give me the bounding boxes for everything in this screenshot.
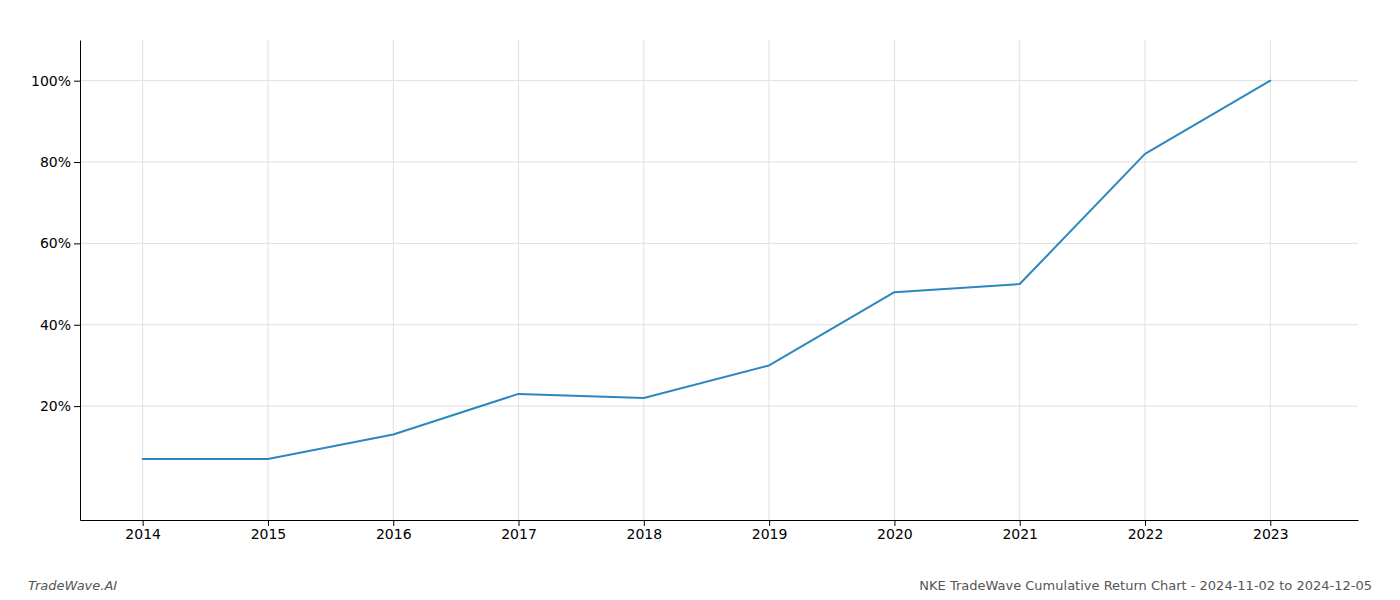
x-tick-label: 2023 <box>1253 526 1289 542</box>
x-grid-line <box>393 40 394 520</box>
y-tick-label: 80% <box>40 154 71 170</box>
y-tick-mark <box>74 325 80 326</box>
x-tick-label: 2016 <box>376 526 412 542</box>
x-grid-line <box>1145 40 1146 520</box>
x-grid-line <box>643 40 644 520</box>
watermark: TradeWave.AI <box>28 578 117 593</box>
x-tick: 2016 <box>376 520 412 542</box>
y-tick: 40% <box>40 317 80 333</box>
x-tick: 2014 <box>125 520 161 542</box>
x-tick-label: 2018 <box>627 526 663 542</box>
x-tick-label: 2022 <box>1128 526 1164 542</box>
x-grid-line <box>894 40 895 520</box>
plot-area <box>143 81 1271 459</box>
y-tick: 60% <box>40 235 80 251</box>
y-tick-mark <box>74 81 80 82</box>
x-tick-label: 2019 <box>752 526 788 542</box>
x-grid-line <box>267 40 268 520</box>
x-tick: 2018 <box>627 520 663 542</box>
x-grid-line <box>142 40 143 520</box>
x-tick-label: 2014 <box>125 526 161 542</box>
x-tick: 2017 <box>501 520 537 542</box>
x-tick-label: 2017 <box>501 526 537 542</box>
grid <box>80 40 1358 520</box>
y-grid-line <box>80 324 1358 325</box>
x-grid-line <box>1019 40 1020 520</box>
x-tick: 2022 <box>1128 520 1164 542</box>
x-grid-line <box>518 40 519 520</box>
y-axis-line <box>80 41 81 521</box>
x-tick: 2021 <box>1002 520 1038 542</box>
y-tick-label: 20% <box>40 398 71 414</box>
y-grid-line <box>80 162 1358 163</box>
x-tick: 2019 <box>752 520 788 542</box>
chart-title: NKE TradeWave Cumulative Return Chart - … <box>919 578 1372 593</box>
y-tick-label: 60% <box>40 235 71 251</box>
x-tick: 2020 <box>877 520 913 542</box>
y-tick: 100% <box>31 73 80 89</box>
y-tick: 80% <box>40 154 80 170</box>
x-tick-label: 2015 <box>251 526 287 542</box>
y-tick-mark <box>74 162 80 163</box>
x-axis: 2014 2015 2016 2017 2018 2019 2020 2021 2022 2023 <box>81 520 1359 542</box>
y-tick-label: 100% <box>31 73 71 89</box>
chart-svg: 2014 2015 2016 2017 2018 2019 2020 2021 2022 2023… <box>0 0 1400 600</box>
x-tick: 2015 <box>251 520 287 542</box>
y-axis: 20% 40% 60% 80% 100% <box>31 41 81 521</box>
x-tick-label: 2020 <box>877 526 913 542</box>
y-grid-line <box>80 406 1358 407</box>
y-tick-mark <box>74 406 80 407</box>
x-axis-line <box>81 520 1359 521</box>
y-tick-label: 40% <box>40 317 71 333</box>
y-grid-line <box>80 243 1358 244</box>
y-grid-line <box>80 80 1358 81</box>
x-tick: 2023 <box>1253 520 1289 542</box>
x-tick-label: 2021 <box>1002 526 1038 542</box>
y-tick: 20% <box>40 398 80 414</box>
x-grid-line <box>769 40 770 520</box>
x-grid-line <box>1270 40 1271 520</box>
y-tick-mark <box>74 243 80 244</box>
data-line <box>143 81 1271 459</box>
